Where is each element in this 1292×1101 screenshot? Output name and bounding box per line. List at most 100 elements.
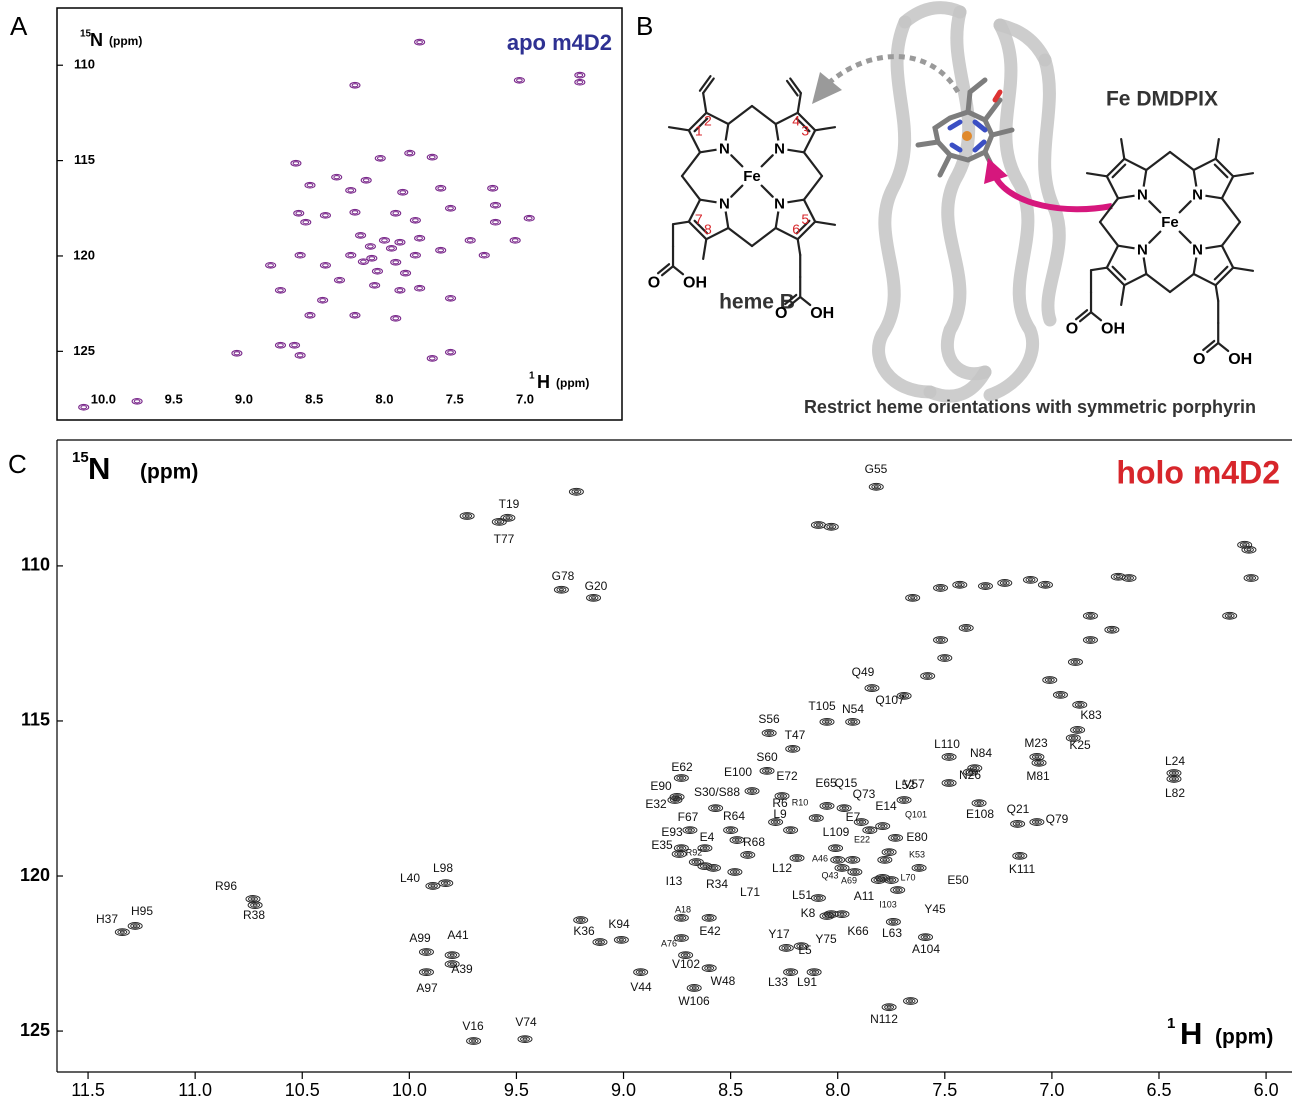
contour	[294, 351, 306, 359]
contour	[443, 881, 449, 885]
contour	[939, 655, 950, 661]
contour	[779, 794, 785, 798]
peak-label: G55	[865, 462, 888, 476]
peak-label: V102	[672, 957, 700, 971]
position-number: 8	[704, 221, 712, 237]
contour	[920, 672, 936, 680]
peak	[574, 78, 586, 86]
contour	[438, 879, 454, 888]
contour	[1068, 735, 1079, 741]
double-bond	[1202, 339, 1216, 352]
peak-label: L9	[773, 807, 787, 821]
peak-label: L109	[823, 825, 850, 839]
peak	[896, 796, 912, 804]
contour	[969, 765, 980, 771]
atom-bg	[1134, 186, 1151, 203]
contour	[466, 238, 474, 243]
contour	[267, 263, 274, 268]
contour	[1222, 611, 1238, 620]
peak	[293, 209, 305, 217]
bond	[789, 77, 802, 95]
contour	[613, 935, 629, 944]
contour	[1168, 776, 1179, 782]
bond	[1168, 272, 1195, 294]
peak-label: E32	[645, 797, 667, 811]
contour	[114, 928, 130, 937]
contour	[734, 838, 740, 842]
contour	[777, 793, 788, 799]
contour	[896, 691, 912, 700]
contour	[633, 968, 649, 977]
axis-label: 1	[529, 371, 535, 382]
contour	[781, 945, 792, 951]
axis-label: N	[90, 30, 103, 50]
contour	[836, 911, 847, 917]
contour	[704, 915, 715, 921]
peak	[444, 960, 460, 968]
panel-label: A	[10, 11, 28, 41]
peak	[701, 964, 717, 973]
contour	[732, 837, 743, 843]
axis-label: 1	[1167, 1015, 1175, 1032]
peak	[864, 684, 880, 692]
contour	[133, 399, 141, 404]
peak	[1243, 574, 1259, 582]
contour	[841, 806, 847, 810]
bond	[796, 91, 802, 114]
contour	[319, 261, 331, 269]
peak-label: W48	[711, 974, 736, 988]
contour	[556, 587, 567, 593]
contour	[390, 258, 402, 266]
contour	[839, 866, 845, 870]
peak-label: V44	[630, 980, 652, 994]
peak	[1052, 691, 1068, 699]
peak	[371, 267, 383, 275]
contour	[963, 626, 969, 630]
peak	[513, 76, 525, 84]
atom-bg	[771, 140, 788, 157]
peak-label: V57	[903, 777, 925, 791]
peak-label: Q21	[1007, 802, 1030, 816]
contour	[576, 72, 584, 78]
contour	[705, 864, 721, 872]
contour	[824, 914, 830, 918]
peak	[459, 512, 475, 520]
peak-label: E14	[875, 799, 897, 813]
bond	[680, 174, 702, 201]
contour	[793, 942, 809, 950]
contour	[444, 960, 460, 968]
bond	[750, 104, 777, 126]
peak	[317, 296, 329, 304]
axis-label: 15	[80, 29, 92, 40]
contour	[1072, 727, 1083, 733]
bond	[814, 126, 837, 132]
x-tick-label: 9.5	[504, 1080, 529, 1100]
peak-label: Q79	[1046, 812, 1069, 826]
contour	[304, 311, 316, 319]
pyrrole-ring	[687, 111, 730, 154]
contour	[914, 865, 925, 871]
peak	[911, 864, 927, 872]
contour	[487, 184, 499, 192]
contour	[357, 258, 369, 266]
contour	[374, 269, 381, 274]
contour	[574, 71, 586, 79]
contour	[1070, 736, 1076, 740]
contour	[525, 216, 533, 221]
contour	[376, 156, 384, 161]
contour	[783, 826, 799, 835]
peak	[808, 814, 824, 822]
peak-label: K25	[1069, 738, 1091, 752]
peak-label: E7	[846, 810, 861, 824]
contour	[809, 969, 820, 975]
contour	[319, 298, 326, 303]
contour	[697, 844, 713, 853]
peak-label: A46	[812, 853, 828, 863]
peak	[331, 173, 343, 181]
atom-bg	[771, 195, 788, 212]
peak	[671, 850, 687, 858]
contour	[839, 805, 850, 811]
peak	[349, 208, 361, 216]
nitrogen-stick	[947, 119, 988, 153]
contour	[406, 151, 414, 156]
